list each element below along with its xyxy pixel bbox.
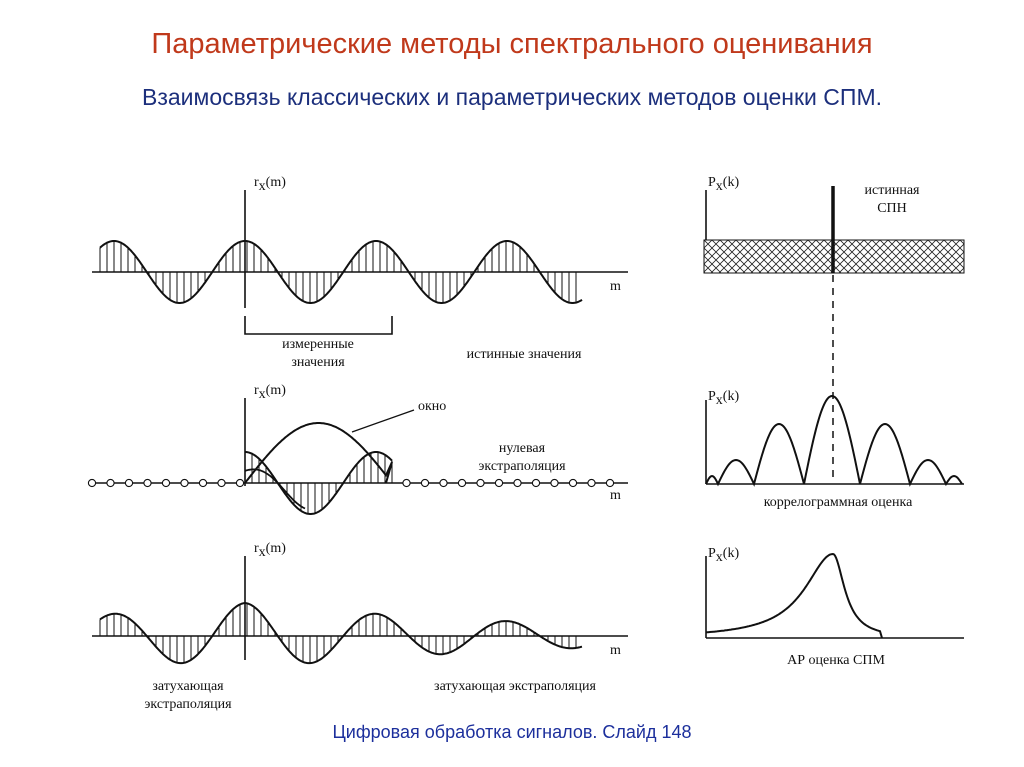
window-curve	[244, 422, 393, 484]
correlogram-curve	[705, 394, 963, 487]
waveform-true	[99, 240, 583, 304]
waveform-window-product	[244, 468, 306, 510]
label-window: окно	[418, 399, 446, 414]
axis-label-m-3: m	[610, 643, 621, 658]
label-measured-2: значения	[291, 355, 345, 370]
label-damped-right: затухающая экстраполяция	[434, 679, 596, 694]
label-measured-1: измеренные	[282, 337, 354, 352]
label-damped-left-1: затухающая	[152, 679, 224, 694]
panel-true-autocorrelation: rx(m) m измеренные значения истинные зна…	[92, 175, 628, 370]
ar-psd-curve	[705, 552, 883, 639]
label-true-values: истинные значения	[467, 347, 582, 362]
waveform-damped	[99, 601, 583, 665]
label-damped-left-2: экстраполяция	[144, 697, 232, 712]
axis-label-r-2: rx(m)	[254, 383, 286, 402]
axis-label-m-2: m	[610, 488, 621, 503]
label-zero-2: экстраполяция	[478, 459, 566, 474]
slide-title: Параметрические методы спектрального оце…	[151, 28, 873, 60]
label-true-psd-2: СПН	[877, 201, 907, 216]
stems-1	[99, 241, 577, 303]
slide-subtitle: Взаимосвязь классических и параметрическ…	[142, 84, 882, 110]
slide-footer: Цифровая обработка сигналов. Слайд 148	[332, 722, 692, 742]
label-true-psd-1: истинная	[865, 183, 921, 198]
axis-label-r-3: rx(m)	[254, 541, 286, 560]
waveform-windowed	[245, 451, 393, 515]
axis-label-m-1: m	[610, 279, 621, 294]
psd-axis-label-1: Px(k)	[708, 175, 739, 194]
zero-samples	[87, 478, 615, 488]
stems-3	[99, 603, 577, 664]
psd-axis-label-2: Px(k)	[708, 389, 739, 408]
measured-bracket	[244, 316, 393, 335]
psd-axis-label-3: Px(k)	[708, 546, 739, 565]
panel-true-psd: Px(k) истинная СПН	[703, 175, 965, 482]
window-pointer	[351, 409, 415, 433]
panel-correlogram: Px(k) коррелограммная оценка	[705, 389, 964, 510]
panel-zero-extrapolation: окно rx(m) m нулевая экстраполяция	[87, 383, 628, 515]
panel-ar-psd: Px(k) АР оценка СПМ	[705, 546, 964, 668]
label-zero-1: нулевая	[499, 441, 546, 456]
panel-damped-extrapolation: rx(m) m затухающая экстраполяция затухаю…	[92, 541, 628, 712]
label-correlogram: коррелограммная оценка	[764, 495, 913, 510]
label-ar-psd: АР оценка СПМ	[787, 653, 885, 668]
axis-label-r-1: rx(m)	[254, 175, 286, 194]
